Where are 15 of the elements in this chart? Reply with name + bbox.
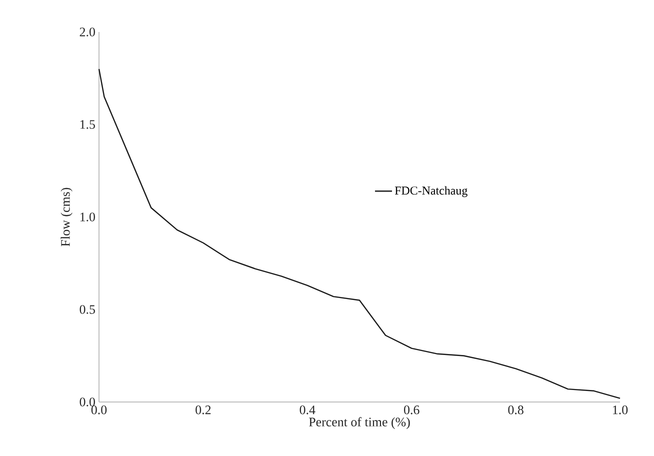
- y-tick-label: 0.5: [80, 305, 95, 314]
- x-tick-label: 0.2: [196, 406, 211, 414]
- line-series: [98, 68, 621, 399]
- y-tick-label: 1.5: [80, 120, 95, 129]
- x-tick-label: 0.0: [91, 406, 107, 414]
- y-axis-title: Flow (cms): [60, 188, 72, 246]
- x-axis-title: Percent of time (%): [308, 417, 410, 430]
- x-tick-label: 1.0: [613, 406, 628, 414]
- y-tick-label: 1.0: [80, 212, 95, 222]
- y-tick-label: 2.0: [80, 28, 95, 36]
- x-tick-label: 0.6: [404, 406, 420, 414]
- y-tick-label: 0.0: [80, 398, 95, 406]
- legend-label: FDC-Natchaug: [394, 186, 468, 198]
- x-tick-label: 0.4: [300, 406, 316, 414]
- x-tick-label: 0.8: [508, 406, 524, 414]
